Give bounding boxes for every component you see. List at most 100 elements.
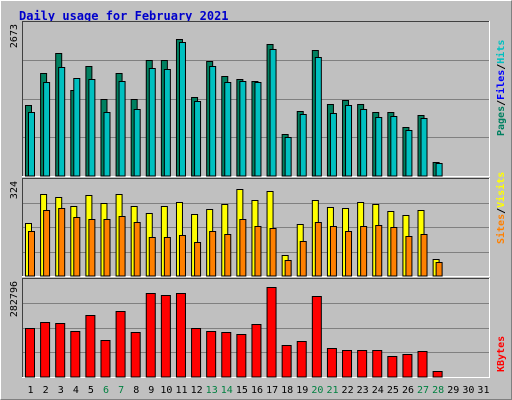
sites-bar-day-4 <box>73 217 81 277</box>
panel-1-ymax-label: 2673 <box>9 24 20 48</box>
sites-bar-day-11 <box>178 235 186 277</box>
hits-bar-day-18 <box>284 137 292 177</box>
hits-bar-day-28 <box>435 163 443 177</box>
kbytes-bar-day-6 <box>100 340 111 378</box>
x-tick-label-day-31: 31 <box>477 385 489 396</box>
kbytes-bar-day-12 <box>191 328 202 378</box>
kbytes-bar-day-28 <box>432 371 443 378</box>
x-tick-label-day-21: 21 <box>326 385 338 396</box>
x-tick-label-day-7: 7 <box>118 385 124 396</box>
kbytes-bar-day-23 <box>357 350 368 378</box>
sites-bar-day-19 <box>299 241 307 277</box>
x-tick-label-day-6: 6 <box>103 385 109 396</box>
sites-bar-day-21 <box>329 226 337 277</box>
sites-bar-day-27 <box>420 234 428 277</box>
sites-bar-day-5 <box>88 219 96 277</box>
hits-bar-day-3 <box>58 67 66 177</box>
hits-bar-day-11 <box>178 42 186 177</box>
legend-kbytes: KBytes <box>496 336 507 372</box>
hits-bar-day-21 <box>329 113 337 177</box>
x-tick-label-day-18: 18 <box>281 385 293 396</box>
x-tick-label-day-5: 5 <box>88 385 94 396</box>
sites-bar-day-25 <box>390 227 398 277</box>
x-tick-label-day-27: 27 <box>417 385 429 396</box>
x-tick-label-day-12: 12 <box>191 385 203 396</box>
hits-bar-day-1 <box>28 112 35 177</box>
hits-bar-day-16 <box>254 82 262 177</box>
x-tick-label-day-16: 16 <box>251 385 263 396</box>
kbytes-bar-day-9 <box>145 293 156 378</box>
kbytes-bar-day-8 <box>130 332 141 378</box>
hits-bar-day-20 <box>314 57 322 177</box>
kbytes-bar-day-18 <box>281 345 292 378</box>
sites-bar-day-23 <box>360 226 368 277</box>
legend-hits-files-pages-hits: Hits <box>495 40 507 64</box>
kbytes-bar-day-16 <box>251 324 262 378</box>
kbytes-bar-day-20 <box>311 296 322 378</box>
kbytes-bar-day-24 <box>372 350 383 378</box>
sites-bar-day-14 <box>224 234 232 277</box>
kbytes-bar-day-4 <box>70 331 81 378</box>
hits-bar-day-17 <box>269 49 277 177</box>
hits-bar-day-6 <box>103 112 111 177</box>
legend-hits-files-pages: Pages/Files/Hits <box>495 40 507 136</box>
kbytes-bar-day-1 <box>25 328 35 378</box>
sites-bar-day-2 <box>43 210 51 277</box>
x-tick-label-day-13: 13 <box>206 385 218 396</box>
sites-bar-day-13 <box>209 231 217 277</box>
x-tick-label-day-28: 28 <box>432 385 444 396</box>
sites-bar-day-17 <box>269 228 277 277</box>
x-tick-label-day-23: 23 <box>357 385 369 396</box>
kbytes-bar-day-17 <box>266 287 277 378</box>
sites-bar-day-18 <box>284 260 292 277</box>
hits-bar-day-2 <box>43 82 51 177</box>
x-tick-label-day-17: 17 <box>266 385 278 396</box>
sites-bar-day-1 <box>28 231 35 277</box>
kbytes-bar-day-21 <box>326 348 337 378</box>
legend-visits-sites: Sites/Visits <box>495 172 507 244</box>
sites-bar-day-10 <box>163 237 171 277</box>
legend-hits-files-pages-files: Files <box>495 70 507 100</box>
x-tick-label-day-8: 8 <box>133 385 139 396</box>
hits-bar-day-4 <box>73 78 81 177</box>
legend-visits-sites-sep: / <box>496 208 507 214</box>
hits-bar-day-12 <box>194 101 202 177</box>
kbytes-bar-day-13 <box>206 331 217 378</box>
sites-bar-day-28 <box>435 262 443 277</box>
x-tick-label-day-19: 19 <box>296 385 308 396</box>
hits-bar-day-27 <box>420 118 428 177</box>
sites-bar-day-16 <box>254 226 262 277</box>
kbytes-bar-day-14 <box>221 332 232 378</box>
hits-bar-day-22 <box>345 105 353 177</box>
x-tick-label-day-24: 24 <box>372 385 384 396</box>
x-tick-label-day-26: 26 <box>402 385 414 396</box>
hits-bar-day-15 <box>239 81 247 177</box>
legend-hits-files-pages-sep2: / <box>496 64 507 70</box>
legend-hits-files-pages-pages: Pages <box>496 106 507 136</box>
hits-bar-day-7 <box>118 81 126 177</box>
sites-bar-day-9 <box>148 237 156 277</box>
sites-bar-day-22 <box>345 231 353 277</box>
kbytes-bar-day-5 <box>85 315 96 378</box>
x-tick-label-day-3: 3 <box>58 385 64 396</box>
x-tick-label-day-14: 14 <box>221 385 233 396</box>
sites-bar-day-24 <box>375 225 383 277</box>
x-tick-label-day-22: 22 <box>342 385 354 396</box>
chart-title: Daily usage for February 2021 <box>19 9 229 23</box>
kbytes-bar-day-11 <box>175 293 186 378</box>
x-tick-label-day-15: 15 <box>236 385 248 396</box>
x-tick-label-day-2: 2 <box>43 385 49 396</box>
kbytes-bar-day-25 <box>387 356 398 378</box>
hits-bar-day-9 <box>148 68 156 177</box>
sites-bar-day-3 <box>58 208 66 277</box>
x-tick-label-day-29: 29 <box>447 385 459 396</box>
panel-2-ymax-label: 324 <box>9 181 20 199</box>
hits-bar-day-23 <box>360 109 368 177</box>
sites-bar-day-7 <box>118 216 126 277</box>
sites-bar-day-26 <box>405 236 413 277</box>
hits-bar-day-8 <box>133 109 141 177</box>
x-tick-label-day-4: 4 <box>73 385 79 396</box>
hits-bar-day-25 <box>390 116 398 177</box>
legend-hits-files-pages-sep1: / <box>496 100 507 106</box>
